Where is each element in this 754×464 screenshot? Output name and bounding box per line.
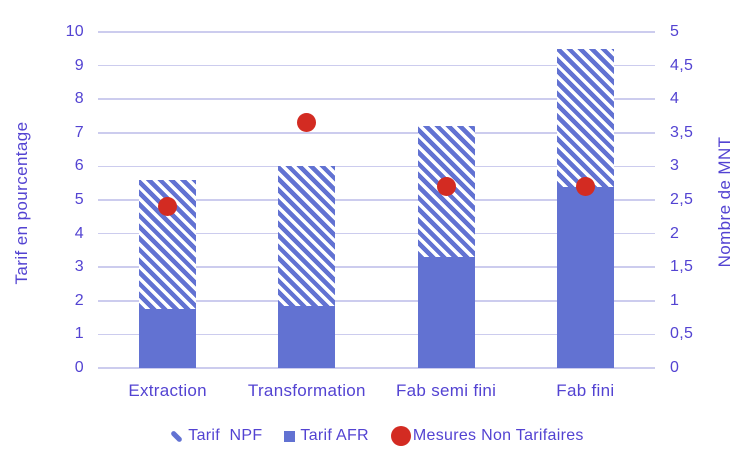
right-axis-tick-label: 1 (670, 291, 680, 309)
solid-square-icon (284, 430, 296, 442)
right-axis-tick-label: 0 (670, 359, 680, 376)
bar-segment-tarif-npf (278, 166, 336, 306)
right-axis-tick-label: 2 (670, 224, 680, 242)
legend-item-label: Mesures Non Tarifaires (412, 427, 584, 444)
plot-area (98, 31, 655, 369)
legend-item-label: Tarif NPF (188, 427, 263, 444)
bar-segment-tarif-afr (556, 186, 614, 368)
gridline (98, 31, 655, 33)
gridline (98, 132, 655, 134)
right-axis-tick-label: 4,5 (670, 56, 694, 74)
gridline (98, 165, 655, 168)
left-axis-tick-label: 4 (74, 224, 84, 242)
legend: Tarif NPF Tarif AFR Mesures Non Tarifaires (0, 426, 754, 446)
gridline (98, 199, 655, 201)
category-label: Fab semi fini (395, 381, 497, 400)
mnt-data-point (436, 177, 456, 197)
left-axis-tick-label: 3 (74, 258, 84, 276)
left-axis-tick-label: 10 (65, 23, 84, 40)
mnt-data-point (297, 113, 317, 133)
left-axis-tick-label: 9 (74, 56, 84, 74)
left-axis-tick-label: 8 (74, 90, 84, 108)
legend-item: Tarif AFR (284, 427, 369, 445)
mnt-data-point (158, 197, 178, 217)
gridline (98, 64, 655, 67)
category-label: Extraction (128, 381, 207, 400)
left-axis-tick-label: 6 (74, 157, 84, 175)
gridline (98, 98, 655, 100)
right-axis-tick-label: 3,5 (670, 123, 694, 141)
gridline (98, 300, 655, 302)
left-axis-tick-label: 2 (74, 291, 84, 309)
gridline (98, 266, 655, 268)
right-axis-tick-label: 5 (670, 23, 680, 40)
right-axis-title: Nombre de MNT (715, 136, 734, 268)
hatched-swatch-icon (170, 429, 184, 443)
bar-segment-tarif-npf (556, 48, 614, 187)
right-axis-tick-label: 1,5 (670, 258, 694, 276)
legend-item: Mesures Non Tarifaires (390, 426, 584, 446)
category-label: Transformation (247, 381, 366, 400)
left-axis-tick-label: 5 (74, 191, 84, 208)
right-axis-tick-label: 0,5 (670, 325, 694, 343)
legend-item: Tarif NPF (170, 427, 262, 445)
right-axis-tick-label: 4 (670, 90, 680, 108)
right-axis-tick-label: 2,5 (670, 191, 694, 208)
mnt-data-point (575, 177, 595, 197)
left-axis-tick-label: 0 (74, 359, 84, 376)
gridline (98, 367, 655, 369)
legend-item-label: Tarif AFR (300, 427, 369, 444)
category-label: Fab fini (556, 381, 615, 400)
bar-segment-tarif-afr (417, 257, 475, 368)
gridline (98, 333, 655, 336)
left-axis-tick-label: 7 (74, 123, 84, 141)
right-axis-tick-label: 3 (670, 157, 680, 175)
red-circle-icon (390, 426, 411, 446)
left-axis-tick-label: 1 (74, 325, 84, 343)
bar-segment-tarif-afr (139, 309, 197, 368)
gridline (98, 232, 655, 235)
bar-segment-tarif-afr (278, 305, 336, 368)
